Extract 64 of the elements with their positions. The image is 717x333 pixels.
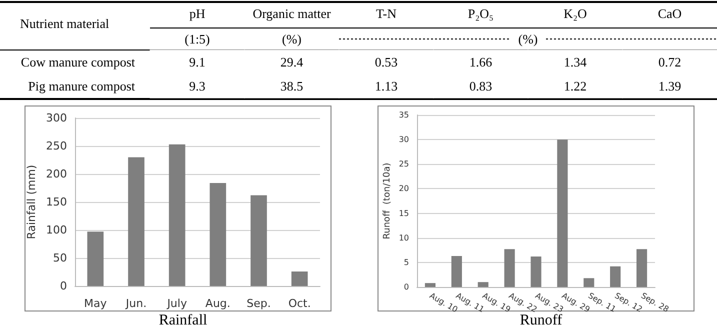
x-tick-label: Jun. xyxy=(124,297,147,310)
data-label: 38.5 xyxy=(280,78,304,94)
y-tick-label: 5 xyxy=(404,258,409,267)
text: (1:5) xyxy=(184,32,210,46)
bar xyxy=(250,195,267,286)
bar xyxy=(478,282,488,287)
data-label: 1.66 xyxy=(469,54,493,70)
data-label: 0.53 xyxy=(374,54,398,70)
bar xyxy=(610,266,621,287)
y-tick-label: 30 xyxy=(398,135,409,144)
y-tick-label: 0 xyxy=(60,280,67,292)
y-tick-label: 250 xyxy=(46,140,67,152)
bar xyxy=(168,144,186,286)
y-tick-label: 300 xyxy=(46,112,67,124)
bar xyxy=(424,283,436,287)
y-axis-title: Nutrient material xyxy=(20,16,110,31)
data-label: 1.13 xyxy=(374,78,398,94)
y-tick-label: 20 xyxy=(398,184,409,194)
x-tick-label: T-N xyxy=(376,6,398,21)
x-tick-label: K₂O xyxy=(564,6,587,21)
x-tick-label: Oct. xyxy=(288,297,311,310)
x-tick-label: CaO xyxy=(658,6,682,21)
y-axis-title: Runoff (ton/10a) xyxy=(382,162,392,240)
bar xyxy=(128,157,144,286)
text: Runoff xyxy=(520,312,562,328)
y-tick-label: 200 xyxy=(46,168,67,180)
data-label: 1.22 xyxy=(564,78,587,94)
y-tick-label: Cow manure compost xyxy=(20,54,136,70)
y-tick-label: 15 xyxy=(398,208,409,218)
y-tick-label: 100 xyxy=(46,224,67,236)
data-label: 0.83 xyxy=(469,78,492,94)
x-tick-label: July xyxy=(166,297,188,310)
x-tick-label: pH xyxy=(189,6,206,21)
bar xyxy=(504,249,515,287)
bar xyxy=(210,182,226,286)
data-label: 1.34 xyxy=(564,54,588,70)
y-axis-title: Rainfall (mm) xyxy=(25,164,38,240)
y-tick-label: 0 xyxy=(404,282,409,292)
text: Rainfall xyxy=(158,312,208,328)
x-tick-label: Organic matter xyxy=(252,6,332,21)
bar xyxy=(557,140,568,287)
y-tick-label: 35 xyxy=(398,110,409,120)
data-label: 0.72 xyxy=(658,54,682,70)
bar xyxy=(451,256,462,287)
data-label: 1.39 xyxy=(658,78,682,94)
bar xyxy=(87,232,104,286)
data-label: 9.3 xyxy=(189,78,206,94)
x-tick-label: Sep. xyxy=(246,297,271,310)
y-tick-label: 50 xyxy=(53,252,67,264)
y-tick-label: 25 xyxy=(398,160,409,169)
x-tick-label: P₂O₅ xyxy=(468,6,494,21)
bar xyxy=(636,249,648,287)
data-label: 9.1 xyxy=(189,54,206,70)
bar xyxy=(291,271,308,286)
x-tick-label: Aug. xyxy=(205,297,230,310)
x-tick-label: May xyxy=(84,297,108,310)
text: (%) xyxy=(518,32,538,46)
data-label: 29.4 xyxy=(280,54,304,70)
y-tick-label: Pig manure compost xyxy=(28,78,136,94)
y-tick-label: 150 xyxy=(46,196,67,208)
bar xyxy=(584,278,594,287)
text: (%) xyxy=(282,32,302,46)
y-tick-label: 10 xyxy=(398,233,409,242)
bar xyxy=(530,256,542,287)
